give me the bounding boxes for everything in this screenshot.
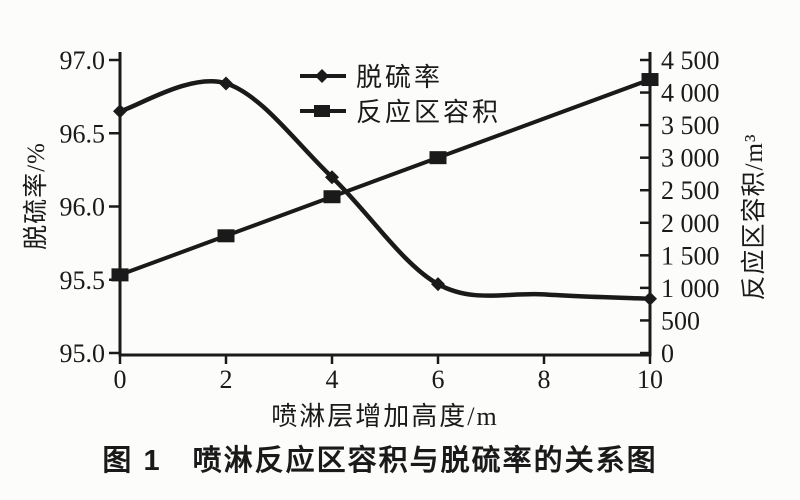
- y-left-tick-label: 95.0: [60, 339, 106, 368]
- x-tick-label: 8: [538, 365, 551, 394]
- desulfurization-marker: [325, 170, 339, 185]
- desulfurization-marker: [113, 104, 127, 119]
- y-left-tick-label: 96.5: [60, 119, 106, 148]
- y-right-tick-label: 3 000: [661, 144, 720, 173]
- volume-marker: [641, 73, 659, 87]
- x-tick-label: 6: [432, 365, 445, 394]
- legend-label: 反应区容积: [356, 98, 502, 127]
- y-right-tick-label: 3 500: [661, 111, 720, 140]
- y-left-tick-label: 97.0: [60, 46, 106, 75]
- y-left-tick-label: 95.5: [60, 266, 106, 295]
- volume-marker: [323, 190, 341, 204]
- y-right-tick-label: 1 500: [661, 241, 720, 270]
- y-right-tick-label: 0: [661, 339, 674, 368]
- desulfurization-marker: [431, 277, 445, 292]
- legend-item-desulfurization: 脱硫率: [299, 58, 501, 93]
- x-tick-label: 4: [326, 365, 339, 394]
- figure-caption: 图 1 喷淋反应区容积与脱硫率的关系图: [102, 445, 658, 477]
- y-right-tick-label: 1 000: [661, 274, 720, 303]
- legend-item-volume: 反应区容积: [299, 93, 501, 128]
- desulfurization-marker: [643, 291, 657, 306]
- desulfurization-marker: [219, 76, 233, 91]
- y-right-tick-label: 4 500: [661, 46, 720, 75]
- right-axis-title: 反应区容积/m³: [741, 133, 768, 301]
- x-tick-label: 0: [114, 365, 127, 394]
- volume-marker: [111, 268, 129, 282]
- x-tick-label: 10: [637, 365, 663, 394]
- x-axis-title: 喷淋层增加高度/m: [271, 402, 499, 431]
- legend-label: 脱硫率: [356, 63, 444, 92]
- left-axis-title: 脱硫率/%: [23, 142, 50, 250]
- volume-marker: [217, 229, 235, 243]
- y-right-tick-label: 4 000: [661, 79, 720, 108]
- legend: 脱硫率 反应区容积: [299, 58, 501, 128]
- diamond-marker-icon: [300, 68, 346, 83]
- x-tick-label: 2: [220, 365, 233, 394]
- y-right-tick-label: 500: [661, 306, 700, 335]
- square-marker-icon: [300, 104, 346, 117]
- volume-marker: [429, 151, 447, 165]
- y-right-tick-label: 2 000: [661, 209, 720, 238]
- y-left-tick-label: 96.0: [60, 193, 106, 222]
- y-right-tick-label: 2 500: [661, 176, 720, 205]
